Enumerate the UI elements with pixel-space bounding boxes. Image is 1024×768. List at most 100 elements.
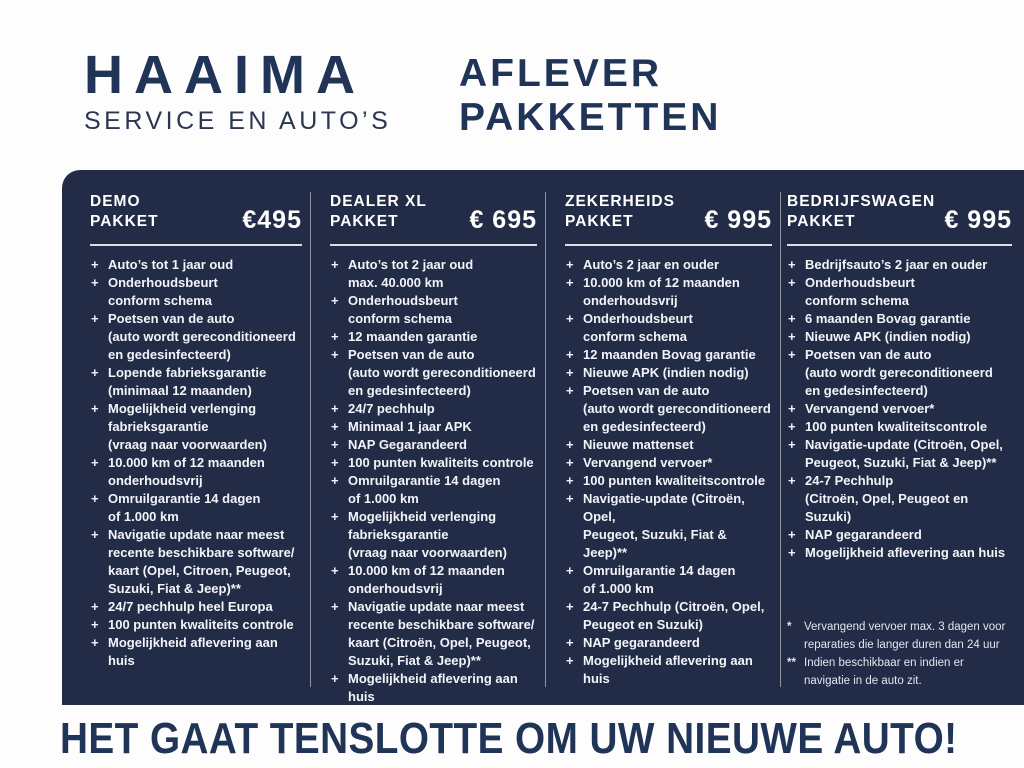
header-divider <box>787 244 1012 246</box>
footnote-line: navigatie in de auto zit. <box>804 674 922 687</box>
package-item: + Omruilgarantie 14 dagen of 1.000 km <box>330 472 537 508</box>
item-line: fabrieksgarantie <box>348 526 449 542</box>
item-line: Peugeot en Suzuki) <box>583 616 703 632</box>
packages-panel: DEMO PAKKET €495 + Auto’s tot 1 jaar oud + O… <box>62 170 1024 705</box>
plus-icon: + <box>566 652 574 668</box>
plus-icon: + <box>788 436 796 452</box>
plus-icon: + <box>566 310 574 326</box>
package-title: BEDRIJFSWAGEN PAKKET <box>787 192 935 232</box>
package-title: DEALER XL PAKKET <box>330 192 427 232</box>
package-item: + Vervangend vervoer* <box>787 400 1012 418</box>
package-item: + Onderhoudsbeurt conform schema <box>565 310 772 346</box>
item-line: Mogelijkheid aflevering aan huis <box>348 670 518 704</box>
package-item: + Navigatie-update (Citroën, Opel, Peugeot… <box>787 436 1012 472</box>
item-line: Auto’s tot 1 jaar oud <box>108 256 234 272</box>
item-line: (auto wordt gereconditioneerd <box>805 364 993 380</box>
item-line: 100 punten kwaliteitscontrole <box>805 418 988 434</box>
item-line: Peugeot, Suzuki, Fiat & Jeep)** <box>805 454 997 470</box>
item-line: conform schema <box>108 292 213 308</box>
package-item: +12 maanden garantie <box>330 328 537 346</box>
plus-icon: + <box>91 454 99 470</box>
package-item: +24/7 pechhulp heel Europa <box>90 598 302 616</box>
plus-icon: + <box>788 400 796 416</box>
item-line: Onderhoudsbeurt <box>805 274 915 290</box>
item-line: onderhoudsvrij <box>583 292 678 308</box>
item-line: 10.000 km of 12 maanden <box>583 274 740 290</box>
package-item: + Mogelijkheid aflevering aan huis <box>330 670 537 706</box>
package-title-line: DEMO <box>90 193 141 210</box>
item-line: Auto’s tot 2 jaar oud <box>348 256 474 272</box>
package-column: DEMO PAKKET €495 + Auto’s tot 1 jaar oud + O… <box>62 192 310 687</box>
package-header: BEDRIJFSWAGEN PAKKET € 995 <box>787 192 1012 233</box>
package-item: +10.000 km of 12 maanden onderhoudsvrij <box>330 562 537 598</box>
package-column: BEDRIJFSWAGEN PAKKET € 995 + Bedrijfsauto’… <box>780 192 1024 687</box>
plus-icon: + <box>566 562 574 578</box>
package-price: € 995 <box>704 206 772 234</box>
item-line: 12 maanden Bovag garantie <box>583 346 756 362</box>
item-line: (vraag naar voorwaarden) <box>348 544 507 560</box>
plus-icon: + <box>331 562 339 578</box>
package-header: DEMO PAKKET €495 <box>90 192 302 233</box>
item-line: en gedesinfecteerd) <box>583 418 706 434</box>
item-line: onderhoudsvrij <box>348 580 443 596</box>
item-line: Nieuwe APK (indien nodig) <box>805 328 971 344</box>
package-item: + Mogelijkheid aflevering aan huis <box>90 634 302 670</box>
package-item: + Mogelijkheid aflevering aan huis <box>565 652 772 688</box>
item-line: Omruilgarantie 14 dagen <box>108 490 261 506</box>
plus-icon: + <box>331 256 339 272</box>
item-line: recente beschikbare software/ <box>348 616 535 632</box>
plus-icon: + <box>91 274 99 290</box>
package-item: +24-7 Pechhulp (Citroën, Opel, Peugeot en… <box>565 598 772 634</box>
footnote: ** Indien beschikbaar en indien er navigat… <box>787 654 1012 690</box>
item-line: onderhoudsvrij <box>108 472 203 488</box>
package-item: + Mogelijkheid verlenging fabrieksgarantie… <box>90 400 302 454</box>
item-line: Vervangend vervoer* <box>805 400 935 416</box>
footnote-line: Vervangend vervoer max. 3 dagen voor <box>804 620 1006 633</box>
item-line: (vraag naar voorwaarden) <box>108 436 267 452</box>
item-line: kaart (Opel, Citroen, Peugeot, <box>108 562 291 578</box>
item-line: kaart (Citroën, Opel, Peugeot, <box>348 634 531 650</box>
item-line: Poetsen van de auto <box>805 346 932 362</box>
item-line: max. 40.000 km <box>348 274 444 290</box>
item-line: Onderhoudsbeurt <box>583 310 693 326</box>
header-divider <box>565 244 772 246</box>
footnote: * Vervangend vervoer max. 3 dagen voor rep… <box>787 618 1012 654</box>
package-item: + Onderhoudsbeurt conform schema <box>787 274 1012 310</box>
item-line: Navigatie update naar meest <box>108 526 285 542</box>
plus-icon: + <box>331 454 339 470</box>
plus-icon: + <box>331 472 339 488</box>
plus-icon: + <box>91 310 99 326</box>
page-title-line2: PAKKETTEN <box>459 96 722 139</box>
package-item-list: + Bedrijfsauto’s 2 jaar en ouder + Onderhou… <box>787 256 1012 562</box>
plus-icon: + <box>788 418 796 434</box>
package-title: ZEKERHEIDS PAKKET <box>565 192 675 232</box>
item-line: Mogelijkheid verlenging <box>108 400 257 416</box>
package-header: DEALER XL PAKKET € 695 <box>330 192 537 233</box>
plus-icon: + <box>788 346 796 362</box>
package-item: +12 maanden Bovag garantie <box>565 346 772 364</box>
package-item: + Poetsen van de auto (auto wordt gerecond… <box>565 382 772 436</box>
item-line: Poetsen van de auto <box>108 310 235 326</box>
package-item: +6 maanden Bovag garantie <box>787 310 1012 328</box>
package-item: + Nieuwe mattenset <box>565 436 772 454</box>
plus-icon: + <box>566 436 574 452</box>
plus-icon: + <box>331 328 339 344</box>
plus-icon: + <box>331 436 339 452</box>
item-line: Vervangend vervoer* <box>583 454 713 470</box>
item-line: Onderhoudsbeurt <box>348 292 458 308</box>
item-line: Mogelijkheid aflevering aan huis <box>583 652 753 686</box>
package-item: +100 punten kwaliteitscontrole <box>565 472 772 490</box>
package-item: + Navigatie update naar meest recente besc… <box>330 598 537 670</box>
header-divider <box>90 244 302 246</box>
item-line: recente beschikbare software/ <box>108 544 295 560</box>
item-line: Navigatie-update (Citroën, Opel, <box>583 490 745 524</box>
plus-icon: + <box>331 346 339 362</box>
plus-icon: + <box>331 400 339 416</box>
item-line: 24/7 pechhulp heel Europa <box>108 598 273 614</box>
package-item: + Omruilgarantie 14 dagen of 1.000 km <box>565 562 772 598</box>
plus-icon: + <box>91 526 99 542</box>
item-line: Auto’s 2 jaar en ouder <box>583 256 720 272</box>
plus-icon: + <box>566 472 574 488</box>
package-item: + Onderhoudsbeurt conform schema <box>90 274 302 310</box>
item-line: fabrieksgarantie <box>108 418 209 434</box>
